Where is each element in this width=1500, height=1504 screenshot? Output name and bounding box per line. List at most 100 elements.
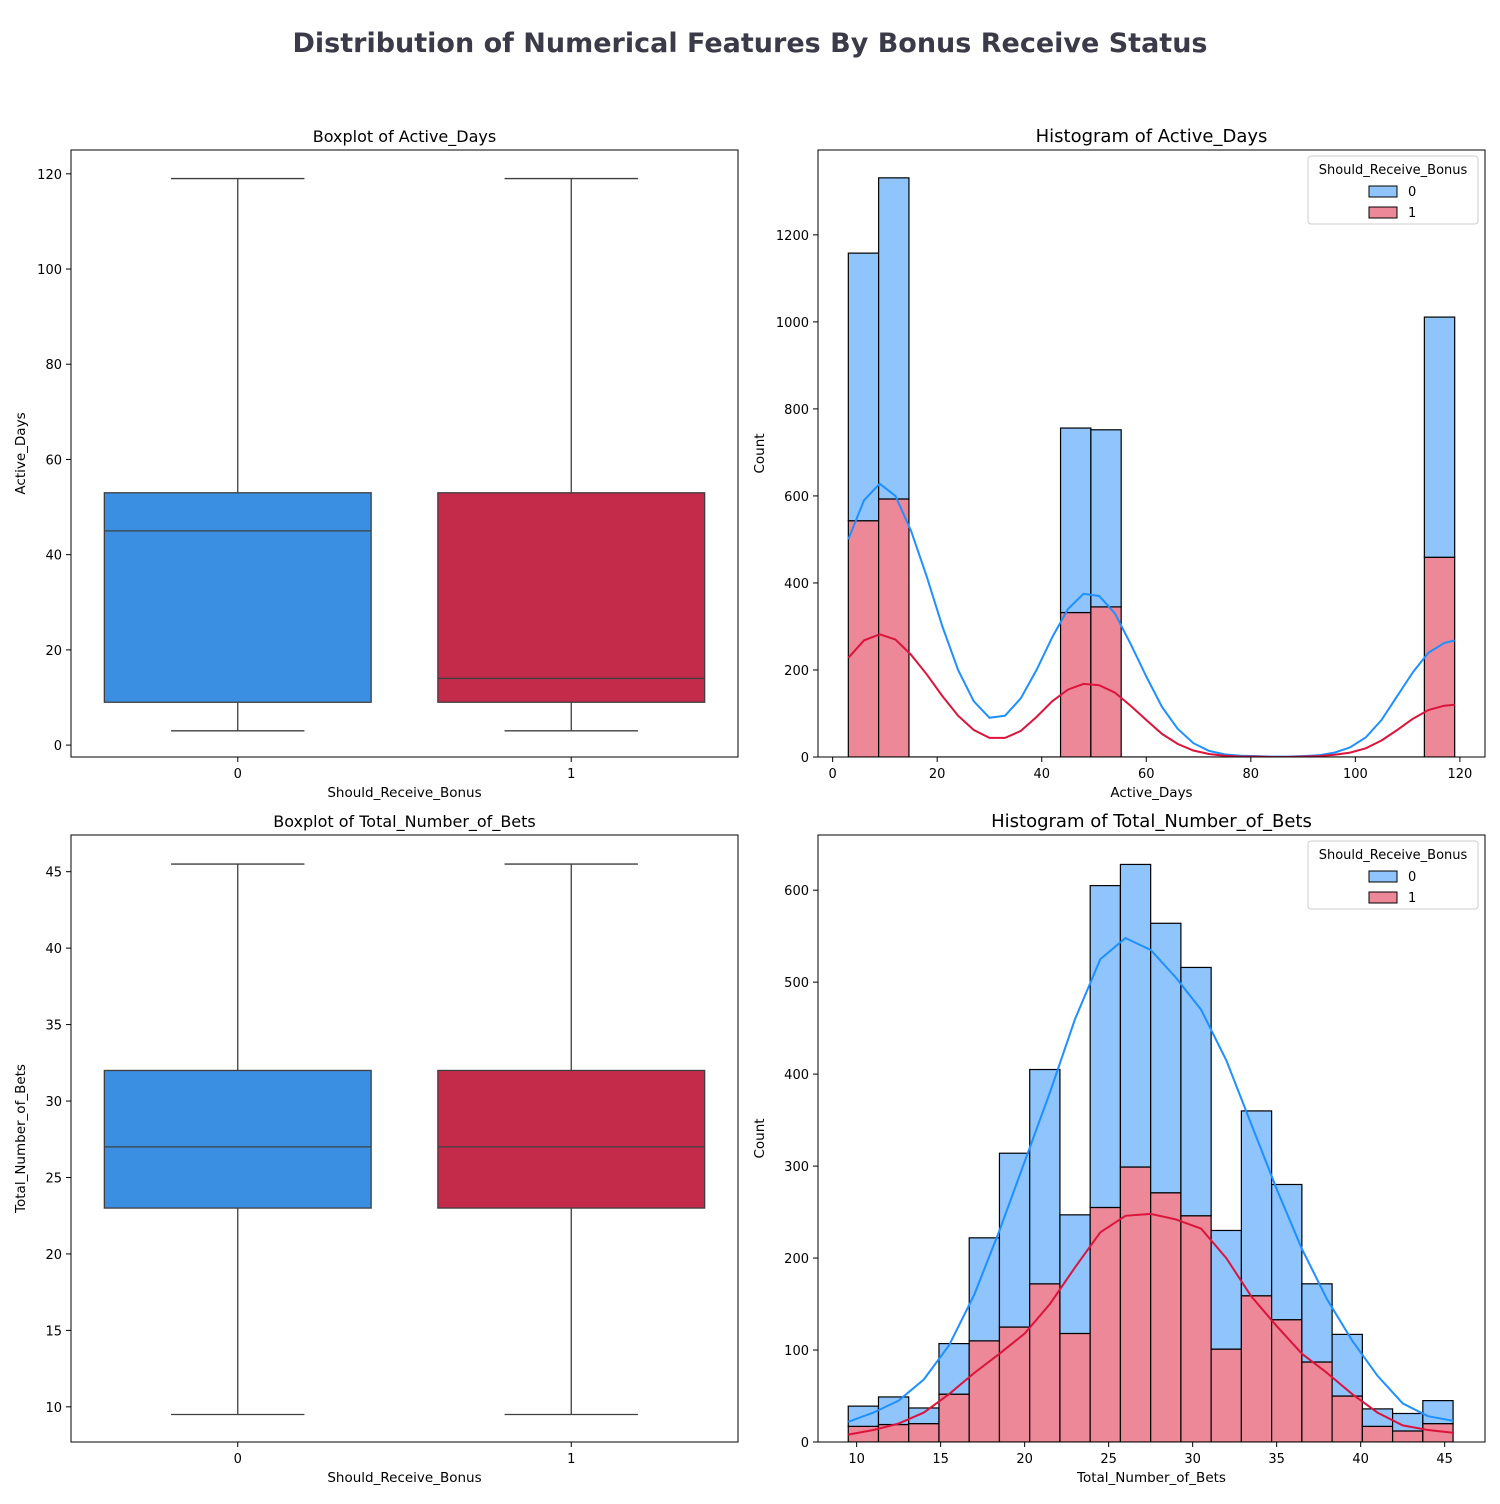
histogram-bars	[847, 177, 1456, 757]
x-tick-label: 30	[1184, 1452, 1201, 1467]
legend: Should_Receive_Bonus 0 1	[1307, 155, 1479, 225]
legend-swatch-1	[1368, 206, 1398, 219]
x-tick-label: 45	[1436, 1452, 1453, 1467]
bar-class-1	[1391, 1430, 1424, 1442]
legend: Should_Receive_Bonus 0 1	[1307, 840, 1479, 910]
bar-class-1	[847, 520, 880, 757]
y-tick-label: 0	[801, 751, 809, 766]
bar-class-0	[1059, 427, 1092, 614]
y-axis-label: Active_Days	[13, 412, 29, 494]
kde-line-0	[847, 482, 1455, 757]
legend-title: Should_Receive_Bonus	[1319, 163, 1468, 178]
y-tick-label: 400	[784, 1068, 809, 1083]
y-tick-label: 400	[784, 577, 809, 592]
y-tick-label: 30	[45, 1095, 62, 1110]
y-tick-label: 1000	[776, 316, 809, 331]
box-body	[437, 492, 706, 703]
legend-swatch-0	[1368, 870, 1398, 883]
bar-class-0	[847, 252, 880, 522]
axes-frame	[817, 834, 1486, 1443]
x-axis: 10 15 20 25 30 35 40 45	[848, 1442, 1453, 1467]
x-axis-label: Should_Receive_Bonus	[327, 785, 481, 801]
bar-class-0	[1301, 1283, 1333, 1363]
bar-class-0	[1210, 1229, 1242, 1350]
kde-line-1	[848, 1212, 1454, 1436]
plot-area	[103, 863, 706, 1416]
y-tick-label: 0	[801, 1436, 809, 1451]
y-tick-label: 20	[45, 1248, 62, 1263]
x-tick-label: 10	[848, 1452, 865, 1467]
bar-class-0	[1150, 922, 1182, 1194]
bar-class-0	[1119, 863, 1152, 1168]
y-tick-label: 40	[45, 942, 62, 957]
y-tick-label: 120	[37, 168, 62, 183]
x-tick-label: 1	[567, 1452, 575, 1467]
bar-class-1	[878, 498, 910, 757]
legend-label-0: 0	[1408, 870, 1416, 885]
x-axis-label: Total_Number_of_Bets	[1076, 1470, 1226, 1486]
bar-class-0	[1180, 966, 1212, 1217]
y-axis: 0 100 200 300 400 500 600	[784, 884, 818, 1451]
axes-frame	[70, 149, 739, 758]
bar-class-1	[1119, 1166, 1152, 1442]
bar-class-0	[1089, 884, 1122, 1209]
y-tick-label: 25	[45, 1171, 62, 1186]
bar-class-0	[908, 1407, 940, 1425]
bar-class-1	[1331, 1395, 1363, 1442]
x-tick-label: 100	[1343, 767, 1368, 782]
kde-line-0	[847, 936, 1454, 1423]
y-tick-label: 60	[45, 453, 62, 468]
legend-label-1: 1	[1408, 206, 1416, 221]
subplot-2: Should_Receive_Bonus01020040060080010001…	[752, 126, 1486, 801]
x-tick-label: 40	[1352, 1452, 1369, 1467]
legend-label-1: 1	[1408, 891, 1416, 906]
x-tick-label: 80	[1243, 767, 1260, 782]
subplot-title: Histogram of Total_Number_of_Bets	[991, 811, 1312, 832]
x-tick-label: 25	[1100, 1452, 1117, 1467]
y-tick-label: 800	[784, 403, 809, 418]
box-1	[437, 863, 706, 1416]
axes-frame	[70, 834, 739, 1443]
bar-class-0	[878, 177, 910, 500]
bar-class-1	[1301, 1361, 1333, 1442]
x-tick-label: 40	[1033, 767, 1050, 782]
bar-class-1	[1029, 1283, 1061, 1442]
bar-class-0	[998, 1152, 1031, 1328]
bar-class-0	[1240, 1110, 1273, 1297]
y-tick-label: 600	[784, 884, 809, 899]
bar-class-1	[1180, 1215, 1212, 1442]
bar-class-1	[1361, 1425, 1394, 1442]
figure-title: Distribution of Numerical Features By Bo…	[293, 28, 1208, 59]
y-tick-label: 200	[784, 1252, 809, 1267]
plot-area	[847, 177, 1456, 757]
subplot-title: Boxplot of Total_Number_of_Bets	[273, 812, 536, 832]
bar-class-0	[1029, 1068, 1061, 1285]
legend-title: Should_Receive_Bonus	[1319, 848, 1468, 863]
bar-class-1	[938, 1393, 970, 1442]
y-tick-label: 10	[45, 1401, 62, 1416]
bar-class-0	[1422, 1400, 1454, 1425]
bar-class-1	[1089, 1206, 1122, 1442]
y-tick-label: 20	[45, 644, 62, 659]
y-tick-label: 100	[37, 263, 62, 278]
y-axis-label: Count	[752, 1118, 768, 1158]
bar-class-1	[908, 1423, 940, 1442]
y-tick-label: 100	[784, 1344, 809, 1359]
kde-line-1	[847, 633, 1455, 757]
x-axis-label: Active_Days	[1110, 785, 1192, 801]
box-0	[103, 863, 372, 1416]
x-tick-label: 0	[234, 1452, 242, 1467]
y-axis-label: Total_Number_of_Bets	[13, 1064, 29, 1214]
x-tick-label: 35	[1268, 1452, 1285, 1467]
x-tick-label: 20	[929, 767, 946, 782]
y-axis-label: Count	[752, 433, 768, 473]
y-tick-label: 500	[784, 976, 809, 991]
bar-class-0	[1423, 316, 1456, 558]
y-axis: 10 15 20 25 30 35 40 45	[45, 866, 71, 1416]
x-tick-label: 20	[1016, 1452, 1033, 1467]
y-tick-label: 80	[45, 358, 62, 373]
